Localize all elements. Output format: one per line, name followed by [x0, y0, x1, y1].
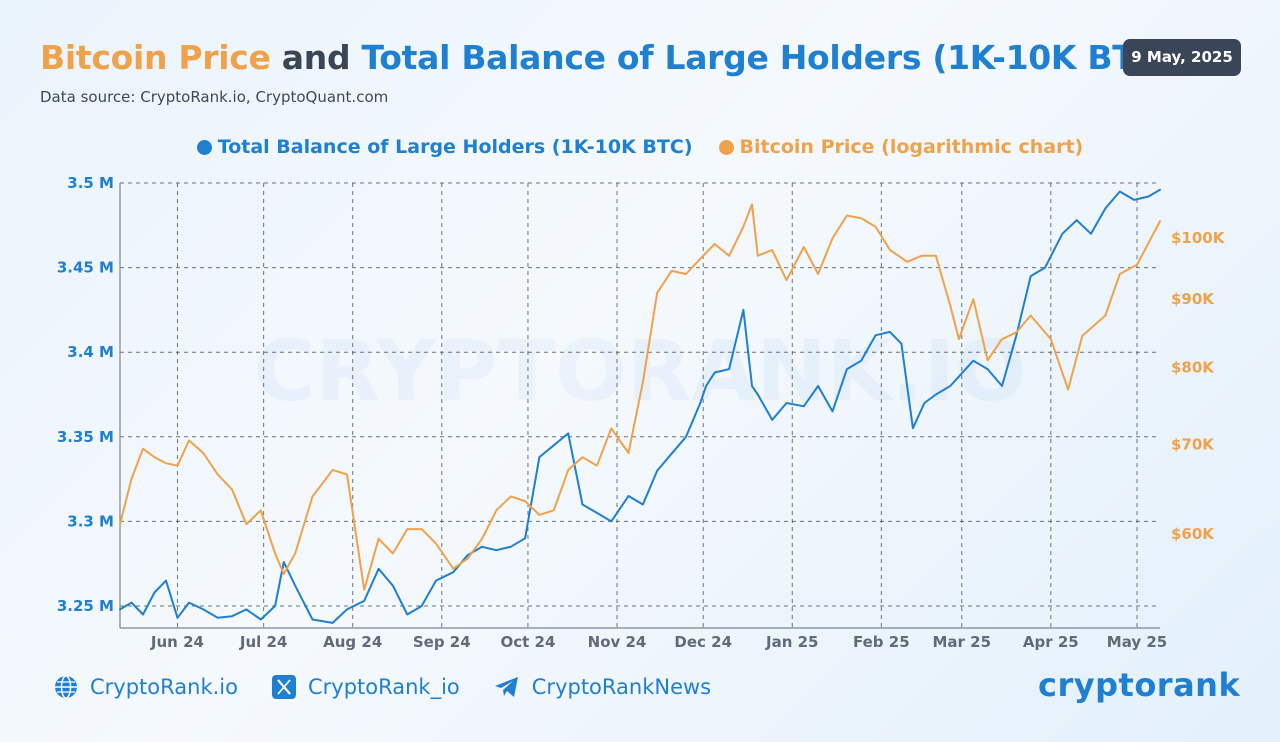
x-tick-label: Mar 25 — [932, 633, 991, 651]
title-and: and — [281, 38, 351, 77]
footer-twitter[interactable]: CryptoRank_io — [271, 675, 460, 699]
x-tick-label: Nov 24 — [588, 633, 647, 651]
x-tick-label: May 25 — [1107, 633, 1167, 651]
title-bitcoin-price: Bitcoin Price — [40, 38, 271, 77]
x-tick-label: Feb 25 — [853, 633, 910, 651]
legend-item-price: Bitcoin Price (logarithmic chart) — [718, 136, 1084, 158]
x-tick-label: Aug 24 — [323, 633, 382, 651]
cryptorank-logo: cryptorank — [1038, 666, 1241, 704]
telegram-icon — [494, 677, 518, 697]
x-tick-label: Jan 25 — [765, 633, 818, 651]
series-line-price — [119, 203, 1161, 591]
x-tick-label: Apr 25 — [1023, 633, 1079, 651]
x-tick-label: Oct 24 — [500, 633, 555, 651]
footer-website-label: CryptoRank.io — [90, 675, 238, 699]
right-tick-label: $100K — [1171, 229, 1226, 247]
globe-icon — [55, 675, 77, 699]
left-tick-label: 3.4 M — [67, 343, 114, 361]
legend: Total Balance of Large Holders (1K-10K B… — [0, 136, 1280, 158]
legend-dot-balance — [196, 139, 212, 155]
left-tick-label: 3.45 M — [57, 259, 114, 277]
legend-item-balance: Total Balance of Large Holders (1K-10K B… — [196, 136, 693, 158]
legend-dot-price — [718, 139, 734, 155]
footer-twitter-label: CryptoRank_io — [307, 675, 460, 699]
x-tick-label: Jun 24 — [150, 633, 204, 651]
x-tick-label: Sep 24 — [413, 633, 471, 651]
x-twitter-icon — [271, 675, 296, 699]
left-tick-label: 3.5 M — [67, 174, 114, 192]
right-tick-label: $70K — [1171, 436, 1215, 454]
footer-website[interactable]: CryptoRank.io — [54, 675, 238, 699]
footer-telegram[interactable]: CryptoRankNews — [494, 675, 711, 699]
right-tick-label: $90K — [1171, 290, 1215, 308]
chart-title: Bitcoin Price and Total Balance of Large… — [40, 38, 1173, 77]
right-tick-label: $60K — [1171, 525, 1215, 543]
legend-label-price: Bitcoin Price (logarithmic chart) — [739, 136, 1084, 158]
left-tick-label: 3.3 M — [67, 512, 114, 530]
footer: CryptoRank.io CryptoRank_io CryptoRankNe… — [54, 675, 711, 699]
right-tick-label: $80K — [1171, 358, 1215, 376]
data-source: Data source: CryptoRank.io, CryptoQuant.… — [40, 88, 389, 106]
x-tick-label: Dec 24 — [674, 633, 732, 651]
series-line-balance — [119, 188, 1161, 624]
left-tick-label: 3.25 M — [57, 597, 114, 615]
title-balance: Total Balance of Large Holders (1K-10K B… — [361, 38, 1174, 77]
date-badge: 9 May, 2025 — [1123, 39, 1241, 76]
legend-label-balance: Total Balance of Large Holders (1K-10K B… — [217, 136, 693, 158]
left-tick-label: 3.35 M — [57, 428, 114, 446]
x-tick-label: Jul 24 — [239, 633, 288, 651]
footer-telegram-label: CryptoRankNews — [531, 675, 712, 699]
